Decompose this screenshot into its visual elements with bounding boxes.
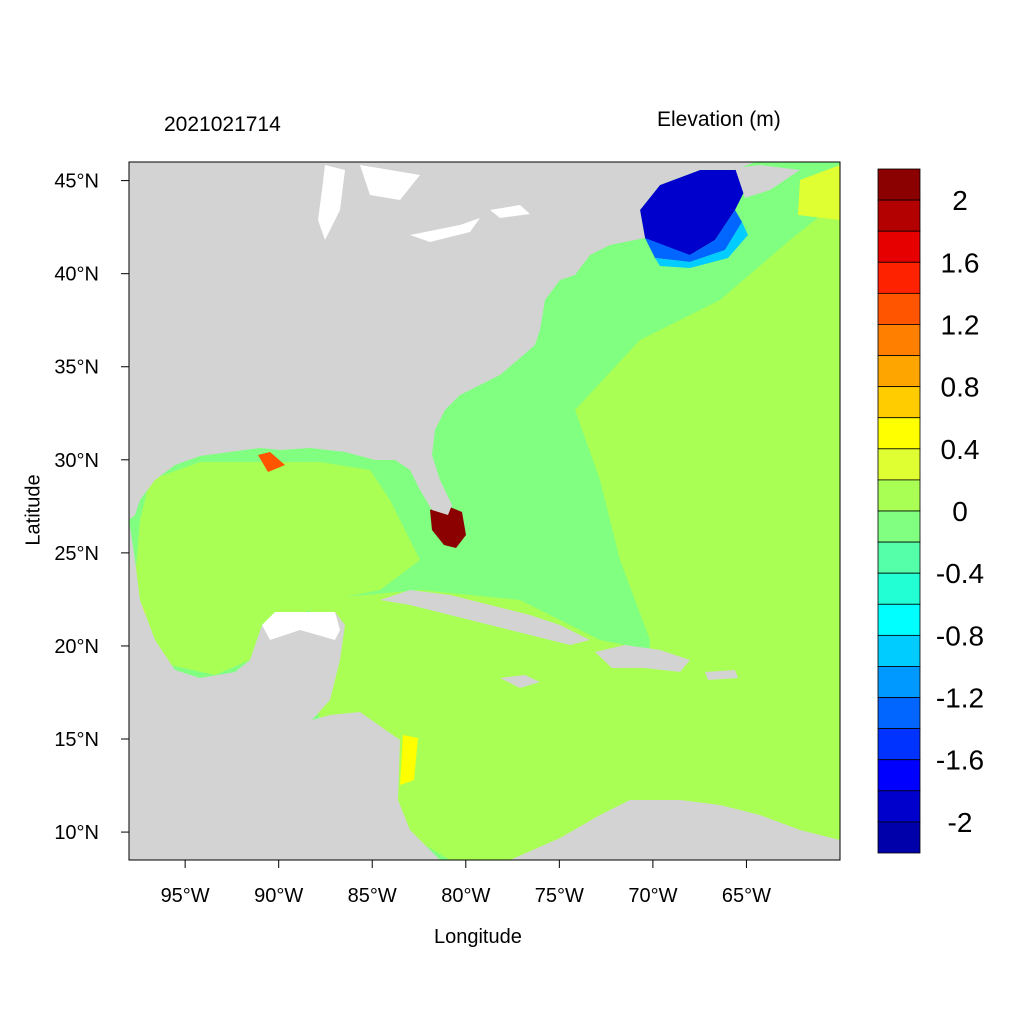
great-lakes xyxy=(318,165,530,242)
colorbar-swatch xyxy=(877,541,921,574)
y-axis-ticks: 45°N 40°N 35°N 30°N 25°N 20°N 15°N 10°N xyxy=(54,171,129,844)
land-south-america xyxy=(510,800,840,860)
land-central-america xyxy=(129,712,440,860)
colorbar-label: 1.6 xyxy=(941,247,980,278)
land-jamaica xyxy=(500,675,540,688)
colorbar-swatch xyxy=(877,634,921,667)
land-north-america xyxy=(129,162,755,520)
yucatan-gap xyxy=(262,612,340,640)
land-hispaniola xyxy=(595,645,690,672)
colorbar-label: 2 xyxy=(952,185,968,216)
colorbar-label: 1.2 xyxy=(941,309,980,340)
x-tick-label: 70°W xyxy=(628,885,677,907)
colorbar-swatch xyxy=(877,759,921,792)
honduras-coast-surge xyxy=(400,735,418,785)
colorbar-swatch xyxy=(877,230,921,263)
colorbar-swatch xyxy=(877,666,921,698)
map-timestamp: 2021021714 xyxy=(164,113,281,136)
colorbar-swatch xyxy=(877,510,921,543)
colorbar-swatch xyxy=(877,603,921,636)
colorbar-swatch xyxy=(877,324,921,356)
variable-title: Elevation (m) xyxy=(657,108,781,131)
caribbean-sea xyxy=(310,590,840,860)
x-tick-label: 75°W xyxy=(535,885,584,907)
y-tick-label: 30°N xyxy=(54,450,99,472)
land-nova-scotia xyxy=(735,165,800,198)
land-cuba xyxy=(380,590,590,645)
plot-frame xyxy=(128,161,841,861)
colorbar-label: -1.2 xyxy=(936,683,984,714)
x-tick-label: 95°W xyxy=(161,885,210,907)
y-tick-label: 25°N xyxy=(54,543,99,565)
gulf-of-maine-low xyxy=(640,168,745,255)
colorbar-swatch xyxy=(877,261,921,294)
x-axis-ticks: 95°W 90°W 85°W 80°W 75°W 70°W 65°W xyxy=(161,860,771,907)
colorbar-swatch xyxy=(877,199,921,232)
colorbar-label: -2 xyxy=(948,807,973,838)
northeast-high xyxy=(798,165,840,220)
colorbar-swatch xyxy=(877,479,921,512)
colorbar-swatch xyxy=(877,168,921,201)
colorbar-swatch xyxy=(877,821,921,854)
y-tick-label: 40°N xyxy=(54,264,99,286)
colorbar-swatch xyxy=(877,572,921,605)
colorbar-swatch xyxy=(877,448,921,481)
gulf-of-maine-gradient xyxy=(645,210,742,262)
colorbar-swatch xyxy=(877,697,921,730)
colorbar-swatch xyxy=(877,417,921,450)
colorbar: 2 1.6 1.2 0.8 0.4 0 -0.4 -0.8 -1.2 -1.6 -2 xyxy=(877,168,984,854)
land-mask xyxy=(129,162,840,860)
colorbar-label: -0.8 xyxy=(936,620,984,651)
colorbar-label: 0.8 xyxy=(941,372,980,403)
x-tick-label: 65°W xyxy=(722,885,771,907)
map-field xyxy=(129,162,840,860)
colorbar-label: -0.4 xyxy=(936,558,984,589)
x-tick-label: 85°W xyxy=(348,885,397,907)
y-tick-label: 15°N xyxy=(54,729,99,751)
colorbar-swatch xyxy=(877,386,921,419)
gulf-of-maine-edge xyxy=(655,222,748,268)
colorbar-label: -1.6 xyxy=(936,745,984,776)
y-tick-label: 35°N xyxy=(54,357,99,379)
y-tick-label: 45°N xyxy=(54,171,99,193)
louisiana-surge xyxy=(258,452,285,472)
colorbar-swatch xyxy=(877,355,921,388)
gulf-of-mexico xyxy=(135,462,420,675)
land-puerto-rico xyxy=(705,670,738,680)
land-mexico xyxy=(129,520,345,720)
colorbar-swatch xyxy=(877,790,921,823)
x-tick-label: 80°W xyxy=(441,885,490,907)
colorbar-label: 0 xyxy=(952,496,968,527)
colorbar-swatch xyxy=(877,728,921,761)
colorbar-swatch xyxy=(877,292,921,325)
y-tick-label: 10°N xyxy=(54,822,99,844)
y-tick-label: 20°N xyxy=(54,636,99,658)
south-florida-surge xyxy=(430,505,466,548)
colorbar-label: 0.4 xyxy=(941,434,980,465)
x-axis-label: Longitude xyxy=(434,926,522,948)
x-tick-label: 90°W xyxy=(254,885,303,907)
